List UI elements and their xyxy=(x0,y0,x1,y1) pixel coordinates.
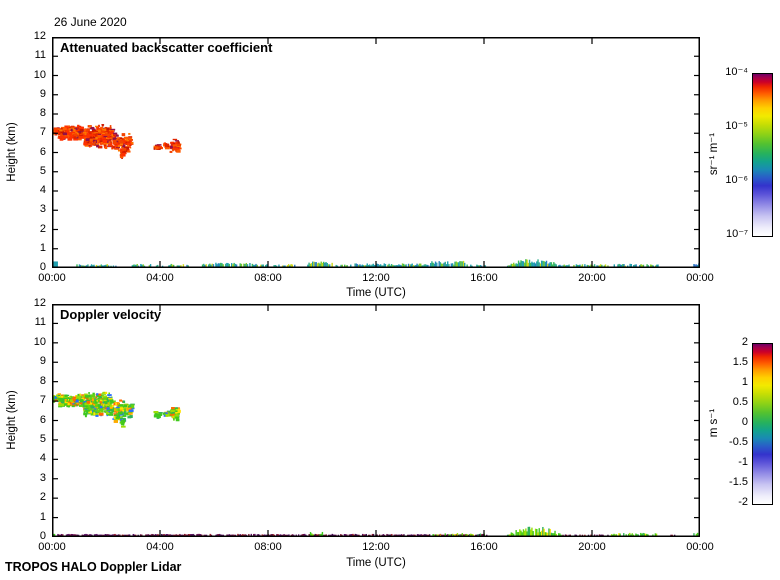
y-tick-label: 5 xyxy=(39,164,46,177)
y-tick-label: 6 xyxy=(39,145,46,158)
doppler-panel-title: Doppler velocity xyxy=(60,307,162,322)
y-tick-label: 4 xyxy=(39,452,46,465)
backscatter-colorbar xyxy=(752,73,773,237)
doppler-plot-area xyxy=(52,304,700,537)
x-tick-label: 16:00 xyxy=(470,272,498,284)
doppler-colorbar xyxy=(752,343,773,505)
colorbar-tick-label: 1 xyxy=(741,376,748,388)
colorbar-tick-label: 10⁻⁷ xyxy=(725,228,748,240)
backscatter-panel: Attenuated backscatter coefficient xyxy=(52,37,700,268)
x-tick-label: 20:00 xyxy=(578,541,606,553)
y-tick-label: 3 xyxy=(39,471,46,484)
x-tick-label: 00:00 xyxy=(686,272,714,284)
y-tick-label: 6 xyxy=(39,413,46,426)
colorbar-tick-label: -2 xyxy=(738,496,748,508)
colorbar-tick-label: 2 xyxy=(741,336,748,348)
y-tick-label: 0 xyxy=(39,530,46,542)
y-tick-label: 3 xyxy=(39,203,46,216)
x-tick-label: 00:00 xyxy=(686,541,714,553)
x-tick-label: 20:00 xyxy=(578,272,606,284)
y-tick-label: 11 xyxy=(34,49,46,62)
y-tick-label: 1 xyxy=(39,510,46,523)
colorbar-tick-label: 10⁻⁵ xyxy=(725,120,748,132)
y-tick-label: 2 xyxy=(39,222,46,235)
y-tick-label: 8 xyxy=(39,374,46,387)
x-axis-label: Time (UTC) xyxy=(346,287,406,299)
y-tick-label: 8 xyxy=(39,107,46,119)
x-tick-label: 16:00 xyxy=(470,541,498,553)
colorbar-tick-label: 1.5 xyxy=(732,356,748,368)
instrument-credit: TROPOS HALO Doppler Lidar xyxy=(5,560,182,574)
y-tick-label: 10 xyxy=(33,68,46,81)
doppler-panel: Doppler velocity xyxy=(52,304,700,537)
y-tick-label: 9 xyxy=(39,355,46,368)
y-tick-label: 4 xyxy=(39,184,46,196)
x-tick-label: 08:00 xyxy=(254,272,282,284)
backscatter-plot-area xyxy=(52,37,700,268)
y-tick-label: 1 xyxy=(39,241,46,254)
x-tick-label: 12:00 xyxy=(362,272,390,284)
y-tick-label: 12 xyxy=(33,297,46,309)
x-tick-label: 04:00 xyxy=(146,541,174,553)
colorbar-tick-label: -0.5 xyxy=(729,436,748,448)
colorbar-tick-label: 0.5 xyxy=(732,396,748,408)
colorbar-tick-label: 10⁻⁴ xyxy=(725,66,748,78)
colorbar-tick-label: 10⁻⁶ xyxy=(725,174,748,186)
y-tick-label: 7 xyxy=(39,394,46,407)
y-tick-label: 12 xyxy=(33,30,46,42)
y-tick-label: 0 xyxy=(39,261,46,273)
colorbar-tick-label: -1.5 xyxy=(729,476,748,488)
y-tick-label: 10 xyxy=(33,335,46,348)
y-tick-label: 5 xyxy=(39,432,46,445)
x-axis-label: Time (UTC) xyxy=(346,557,406,569)
colorbar-tick-label: 0 xyxy=(741,416,748,428)
x-tick-label: 00:00 xyxy=(38,541,66,553)
x-tick-label: 00:00 xyxy=(38,272,66,284)
y-tick-label: 2 xyxy=(39,491,46,504)
y-tick-label: 7 xyxy=(39,126,46,139)
y-tick-label: 11 xyxy=(34,316,46,329)
x-tick-label: 08:00 xyxy=(254,541,282,553)
date-title: 26 June 2020 xyxy=(54,15,127,29)
backscatter-panel-title: Attenuated backscatter coefficient xyxy=(60,40,273,55)
y-tick-label: 9 xyxy=(39,87,46,100)
colorbar-tick-label: -1 xyxy=(738,456,748,468)
x-tick-label: 12:00 xyxy=(362,541,390,553)
x-tick-label: 04:00 xyxy=(146,272,174,284)
